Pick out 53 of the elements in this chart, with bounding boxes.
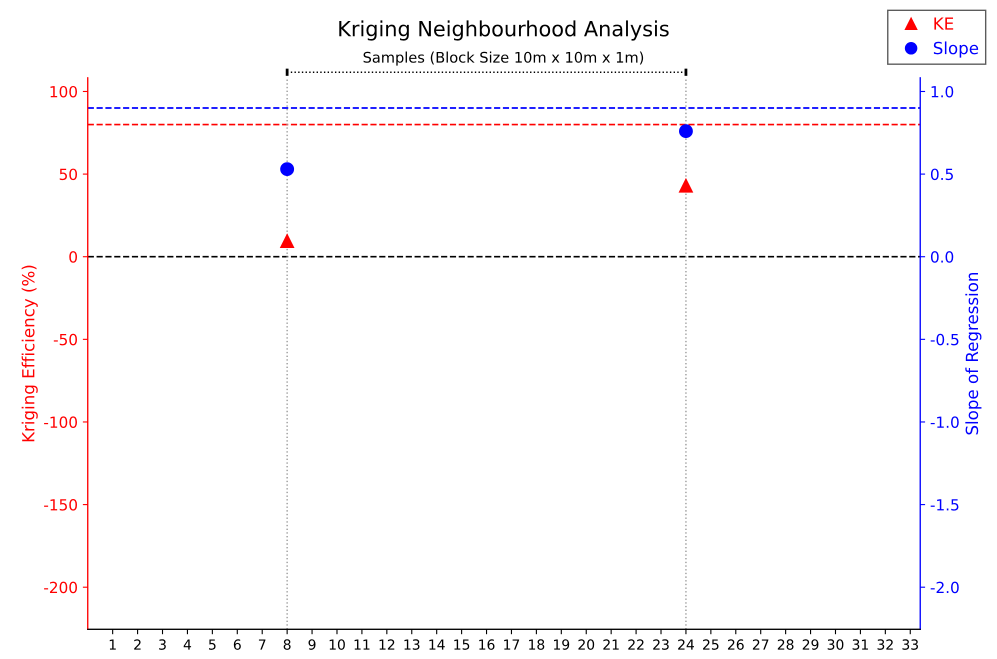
y2-tick-label: -0.5 [930,334,958,346]
x-tick-label: 4 [184,639,192,650]
x-tick-label: 20 [578,639,594,650]
y-tick-label: -50 [54,334,77,346]
x-tick-label: 25 [703,639,718,650]
x-tick-label: 5 [209,639,216,650]
x-tick-label: 31 [852,639,868,650]
y2-tick-label: -1.5 [930,499,958,511]
x-tick-label: 21 [603,639,619,650]
x-tick-label: 10 [330,639,345,650]
y2-tick-label: 1.0 [932,86,954,98]
x-tick-label: 24 [678,639,694,650]
x-tick-label: 33 [902,639,918,650]
x-tick-label: 3 [159,639,166,650]
x-tick-label: 11 [354,639,370,650]
x-tick-label: 26 [728,639,744,650]
y-tick-label: 0 [69,251,77,263]
x-tick-label: 2 [134,639,141,650]
x-tick-label: 27 [752,639,768,650]
y-tick-label: 100 [50,86,77,98]
x-tick-label: 29 [802,639,818,650]
x-tick-label: 19 [554,639,570,650]
y2-tick-label: 0.5 [930,168,953,180]
y-axis-title: Kriging Efficiency (%) [22,266,38,442]
x-tick-label: 23 [653,639,669,650]
x-tick-label: 6 [234,639,241,650]
x-tick-label: 15 [454,639,470,650]
x-tick-label: 9 [308,639,316,650]
x-tick-label: 28 [778,639,794,650]
x-tick-label: 8 [284,639,291,650]
x-tick-label: 7 [258,639,266,650]
x-tick-label: 1 [110,639,116,650]
y2-axis-title: Slope of Regression [965,272,982,434]
x-tick-label: 12 [380,639,394,650]
x-tick-label: 18 [529,639,544,650]
x-tick-label: 13 [404,639,420,650]
y2-tick-label: -2.0 [930,582,959,594]
legend-label: Slope [934,41,978,58]
x-tick-label: 32 [878,639,893,650]
x-tick-label: 14 [429,639,445,650]
y2-tick-label: 0.0 [930,251,954,263]
y-tick-label: -150 [44,499,77,511]
x-tick-label: 16 [479,639,494,650]
legend-label: KE [934,17,954,30]
x-tick-label: 17 [504,639,520,650]
y-tick-label: -200 [44,582,77,594]
x-tick-label: 30 [828,639,844,650]
y2-tick-label: -1.0 [930,416,959,428]
chart-title: Kriging Neighbourhood Analysis [339,20,669,41]
y-tick-label: -100 [44,416,77,428]
y-tick-label: 50 [60,168,77,180]
chart-subtitle: Samples (Block Size 10m x 10m x 1m) [364,52,644,66]
x-tick-label: 22 [628,639,644,650]
